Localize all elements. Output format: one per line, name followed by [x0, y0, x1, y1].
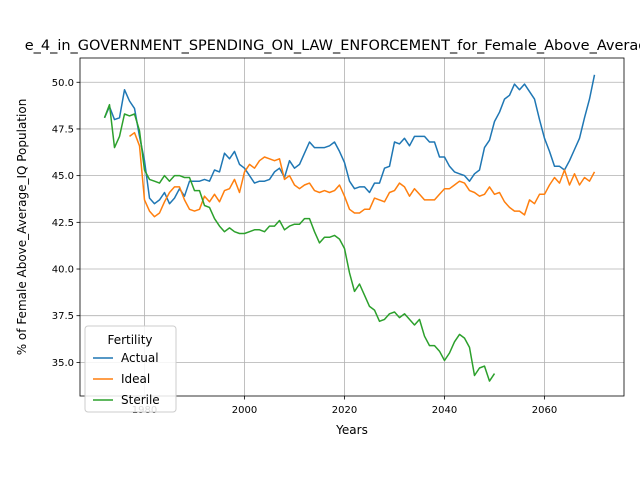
series-lines: [103, 74, 596, 382]
x-tick-label: 2020: [332, 405, 357, 416]
y-tick-label: 40.0: [52, 265, 74, 276]
y-tick-label: 42.5: [52, 218, 74, 229]
y-tick-label: 37.5: [52, 311, 74, 322]
x-tick-label: 2000: [232, 405, 257, 416]
legend-label-actual: Actual: [121, 351, 159, 365]
chart-title: e_4_in_GOVERNMENT_SPENDING_ON_LAW_ENFORC…: [25, 38, 640, 54]
series-line-sterile: [103, 103, 496, 382]
plot-frame: [79, 57, 625, 397]
y-tick-label: 35.0: [52, 358, 74, 369]
legend-entries: Actual Ideal Sterile: [93, 351, 160, 407]
series-line-actual: [103, 74, 596, 205]
y-tick-label: 47.5: [52, 124, 74, 135]
y-tick-label: 50.0: [52, 78, 74, 89]
series-line-ideal: [129, 131, 596, 218]
x-axis-label: Years: [335, 423, 368, 437]
x-tick-label: 2060: [532, 405, 557, 416]
legend-title: Fertility: [107, 333, 152, 347]
y-tick-label: 45.0: [52, 171, 74, 182]
grid-lines: [80, 58, 624, 396]
legend-label-ideal: Ideal: [121, 372, 150, 386]
legend-box: [84, 325, 177, 413]
x-tick-label: 2040: [432, 405, 457, 416]
legend-label-sterile: Sterile: [121, 393, 160, 407]
legend: Fertility Actual Ideal Sterile: [84, 325, 177, 413]
y-axis-label: % of Female Above_Average_IQ Population: [15, 99, 29, 356]
